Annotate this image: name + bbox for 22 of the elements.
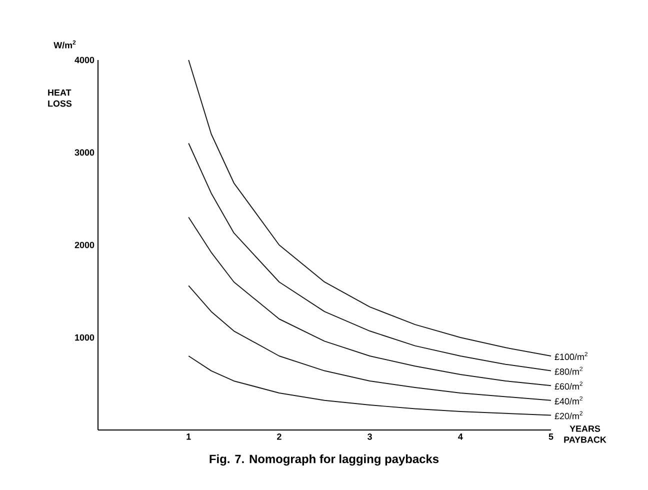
y-tick-label: 1000	[75, 334, 94, 341]
line-series	[188, 216, 552, 386]
series-label: £100/m$^{2}$	[554, 352, 588, 360]
line-series	[188, 59, 552, 356]
x-tick-label: 2	[277, 434, 282, 440]
text: Fig. 7. Nomograph for lagging paybacks	[210, 454, 439, 466]
text: W/m$^{2}$	[54, 40, 76, 48]
line-series	[188, 356, 552, 416]
series-label: £80/m$^{2}$	[554, 366, 582, 375]
x-tick-label: 4	[458, 434, 463, 440]
y-tick-label: 3000	[74, 149, 94, 156]
series-label: £60/m$^{2}$	[554, 382, 582, 390]
x-tick-label: 5	[548, 434, 554, 440]
x-axis-title: YEARS PAYBACK	[564, 426, 606, 443]
x-tick-label: 1	[186, 434, 191, 440]
y-axis-title: HEAT LOSS	[48, 90, 72, 107]
line-series	[188, 142, 552, 372]
y-tick-label: 4000	[74, 56, 94, 64]
y-tick-label: 2000	[74, 242, 94, 248]
series-label: £20/m$^{2}$	[554, 411, 582, 420]
x-tick-label: 3	[368, 434, 372, 440]
series-label: £40/m$^{2}$	[554, 396, 582, 404]
